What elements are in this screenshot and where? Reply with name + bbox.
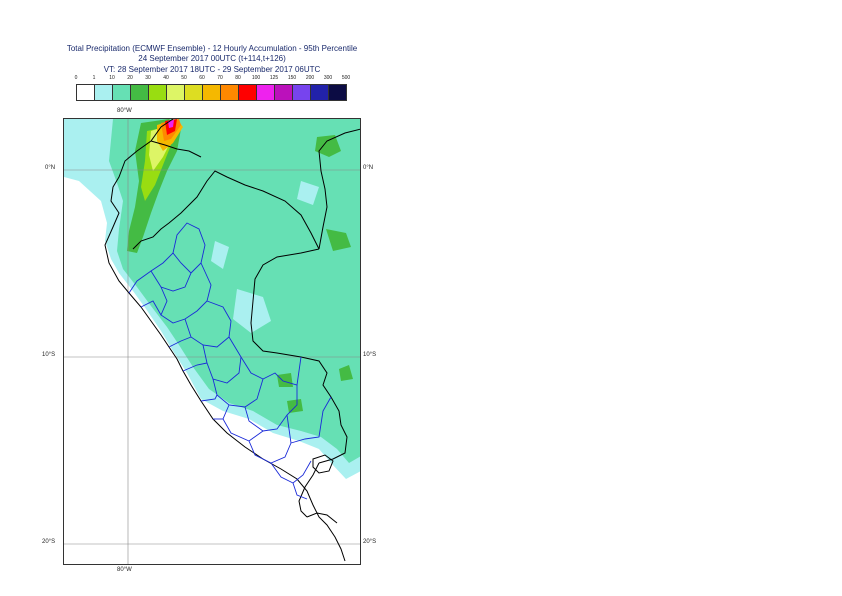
- legend-swatch: [328, 84, 347, 101]
- valid-time-subtitle: VT: 28 September 2017 18UTC - 29 Septemb…: [103, 65, 321, 74]
- lat-label-left-0: 0°N: [45, 165, 56, 171]
- border-peru-chile: [306, 512, 338, 524]
- legend-swatch: [238, 84, 257, 101]
- lat-label-right-0: 0°N: [363, 165, 374, 171]
- map-canvas: [64, 119, 360, 564]
- border-ecuador-peru: [132, 170, 320, 250]
- lon-label-top: 80°W: [117, 108, 132, 114]
- legend-threshold-label: 50: [181, 75, 187, 81]
- peru-regions: [128, 222, 332, 500]
- border-colombia-ecuador: [150, 140, 202, 158]
- legend-threshold-label: 60: [199, 75, 205, 81]
- base-time-subtitle: 24 September 2017 00UTC (t+114,t+126): [138, 54, 286, 63]
- legend-swatch: [310, 84, 329, 101]
- legend-threshold-label: 300: [323, 75, 333, 81]
- precip-gap-2: [297, 181, 319, 205]
- legend-swatch: [76, 84, 95, 101]
- legend-threshold-label: 500: [341, 75, 351, 81]
- legend-swatch: [220, 84, 239, 101]
- lat-label-left-10s: 10°S: [42, 352, 56, 358]
- legend-swatch: [274, 84, 293, 101]
- legend-threshold-label: 1: [92, 75, 96, 81]
- chart-title: Total Precipitation (ECMWF Ensemble) - 1…: [66, 44, 358, 53]
- precipitation-legend: 0 1 10 20 30 40 50 60 70 80 100 125 150 200 300 500: [75, 75, 350, 103]
- legend-threshold-label: 150: [287, 75, 297, 81]
- legend-threshold-label: 125: [269, 75, 279, 81]
- precipitation-map: [63, 118, 361, 565]
- precip-area-20mm-s3: [277, 373, 293, 387]
- legend-swatch: [130, 84, 149, 101]
- border-peru-bolivia: [298, 462, 320, 518]
- legend-threshold-label: 70: [217, 75, 223, 81]
- precip-area-20mm-east: [326, 229, 351, 251]
- precip-area-100mm: [168, 120, 174, 128]
- legend-swatch: [148, 84, 167, 101]
- lake-titicaca: [312, 454, 334, 474]
- lon-label-bottom: 80°W: [117, 567, 132, 573]
- legend-swatch: [112, 84, 131, 101]
- legend-threshold-label: 10: [109, 75, 115, 81]
- precip-area-20mm-ne: [315, 135, 341, 157]
- legend-threshold-label: 40: [163, 75, 169, 81]
- legend-swatch: [202, 84, 221, 101]
- legend-swatch: [94, 84, 113, 101]
- border-colombia-brazil: [318, 128, 360, 250]
- precip-area-20mm-s1: [287, 399, 303, 413]
- legend-threshold-label: 30: [145, 75, 151, 81]
- legend-swatch: [292, 84, 311, 101]
- legend-threshold-label: 0: [74, 75, 78, 81]
- legend-threshold-label: 200: [305, 75, 315, 81]
- lat-label-left-20s: 20°S: [42, 539, 56, 545]
- precip-area-10mm: [109, 119, 360, 463]
- lat-label-right-10s: 10°S: [363, 352, 377, 358]
- legend-swatch: [184, 84, 203, 101]
- legend-swatch: [166, 84, 185, 101]
- legend-threshold-label: 100: [251, 75, 261, 81]
- precip-area-20mm-s2: [339, 365, 353, 381]
- precip-gap-3: [211, 241, 229, 269]
- lat-label-right-20s: 20°S: [363, 539, 377, 545]
- legend-swatch: [256, 84, 275, 101]
- legend-threshold-label: 80: [235, 75, 241, 81]
- legend-threshold-label: 20: [127, 75, 133, 81]
